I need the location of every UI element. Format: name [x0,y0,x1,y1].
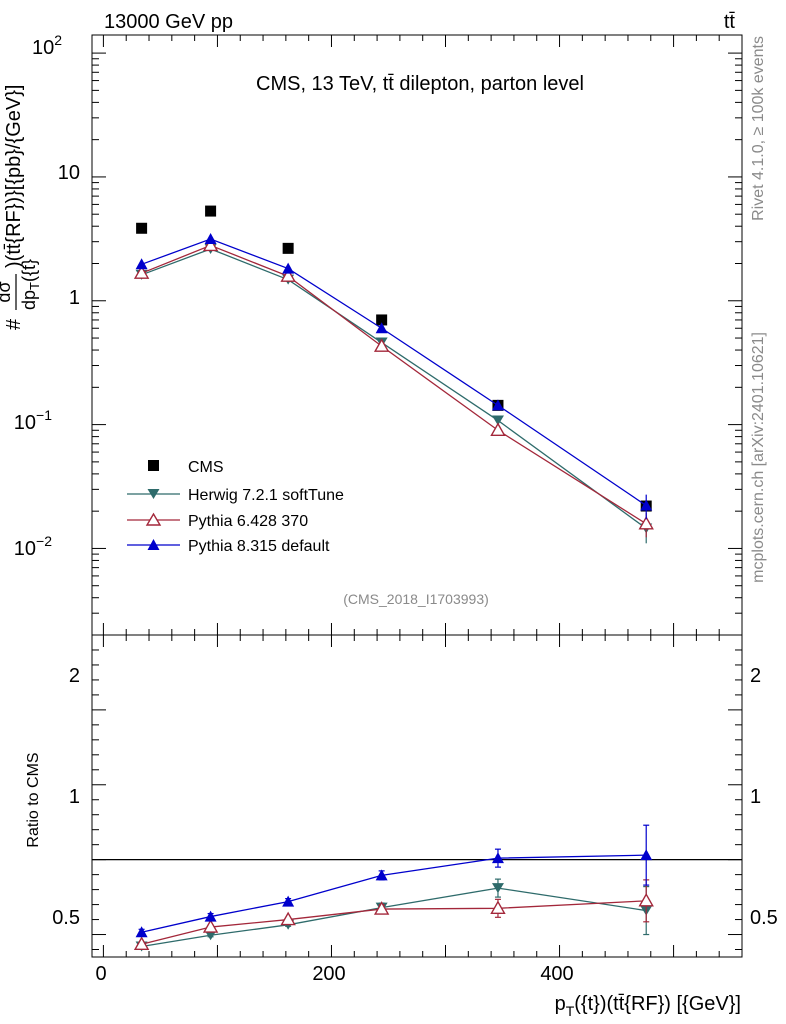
x-tick-label-0: 0 [95,963,106,985]
ratio-line-herwig [141,887,647,948]
ratio-point-pythia6 [373,901,390,915]
point-pythia8 [204,233,217,245]
ratio-point-pythia8 [204,910,217,922]
process-label: tt̄ [724,11,736,33]
ratio-y-tick-label-right-2: 2 [750,665,761,687]
ratio-point-herwig [491,883,504,894]
analysis-id: (CMS_2018_I1703993) [343,591,489,607]
mcplots-label: mcplots.cern.ch [arXiv:2401.10621] [750,332,767,583]
ratio-point-pythia8 [282,895,295,907]
svg-text:dσ: dσ [0,281,14,302]
ratio-point-pythia6 [638,892,654,907]
point-cms [136,222,148,234]
svg-text:#: # [3,318,25,330]
series-line-pythia8 [141,238,647,507]
x-tick-label-400: 400 [540,963,573,985]
ratio-y-axis-label: Ratio to CMS [25,752,42,847]
x-tick-labels: 0 200 400 [95,963,573,985]
x-axis-label: pT({t})(tt̄{RF}) [{GeV}] [555,993,741,1019]
legend-entry-pythia8: Pythia 8.315 default [127,538,330,555]
energy-label: 13000 GeV pp [104,11,233,33]
series-line-pythia6 [141,244,647,525]
ratio-point-herwig [204,930,217,941]
ratio-point-pythia6 [202,919,219,933]
main-y-axis-label: # dσ dpT({t} )(tt̄{RF})}[{pb}/{GeV}] [0,85,42,330]
svg-text:Herwig 7.2.1 softTune: Herwig 7.2.1 softTune [188,487,344,504]
point-cms [205,205,217,217]
ratio-point-pythia8 [135,926,148,938]
main-series-layer [133,205,654,544]
legend-entry-pythia6: Pythia 6.428 370 [127,512,308,530]
legend: CMS Herwig 7.2.1 softTune Pythia 6.428 3… [127,459,344,555]
ratio-y-tick-label-right-1: 1 [750,786,761,808]
ratio-y-tick-label-2: 2 [69,665,80,687]
ratio-y-tick-labels: 0.5 1 2 0.5 1 2 [52,665,778,929]
ratio-point-pythia6 [133,936,150,950]
legend-marker-pythia6 [145,512,162,526]
y-tick-label-0.01: 10−2 [14,533,52,560]
point-pythia6 [133,265,150,279]
y-tick-label-100: 102 [32,32,62,59]
legend-marker-herwig [147,489,160,499]
y-tick-label-1: 1 [69,287,80,309]
svg-text:)(tt̄{RF})}[{pb}/{GeV}]: )(tt̄{RF})}[{pb}/{GeV}] [3,85,25,268]
ratio-plot-frame [91,634,743,958]
point-pythia6 [373,338,390,352]
legend-marker-pythia8 [147,539,160,550]
legend-entry-cms: CMS [148,459,224,476]
svg-text:Pythia 8.315 default: Pythia 8.315 default [188,538,330,555]
svg-text:CMS: CMS [188,459,224,476]
ratio-line-pythia6 [141,900,647,945]
ratio-y-tick-label-right-0.5: 0.5 [750,907,778,929]
ratio-point-pythia8 [491,852,504,864]
axis-ticks [92,35,742,957]
svg-text:dpT({t}: dpT({t} [19,259,42,310]
legend-entry-herwig: Herwig 7.2.1 softTune [127,487,344,504]
x-tick-label-200: 200 [312,963,345,985]
ratio-y-tick-label-1: 1 [69,786,80,808]
point-pythia6 [638,515,654,530]
ratio-line-pythia8 [141,854,647,933]
svg-text:Pythia 6.428 370: Pythia 6.428 370 [188,513,308,530]
point-pythia8 [282,262,295,274]
point-pythia8 [640,499,653,511]
point-pythia6 [202,237,219,252]
chart-title: CMS, 13 TeV, tt̄ dilepton, parton level [256,73,584,95]
point-pythia8 [375,322,388,334]
ratio-point-pythia6 [280,911,296,926]
rivet-label: Rivet 4.1.0, ≥ 100k events [750,36,767,221]
ratio-point-pythia6 [490,900,506,915]
point-pythia6 [490,422,506,436]
y-tick-label-0.1: 10−1 [14,407,52,434]
y-tick-label-10: 10 [58,162,80,184]
ratio-y-tick-label-0.5: 0.5 [52,907,80,929]
legend-marker-cms [148,460,159,471]
point-pythia8 [135,258,148,270]
ratio-series-layer [133,824,654,952]
point-herwig [491,415,504,426]
ratio-point-pythia8 [640,849,653,861]
point-pythia6 [280,268,296,282]
main-y-tick-labels: 102 10 1 10−1 10−2 [14,32,80,560]
point-cms [376,314,388,326]
point-cms [282,242,294,254]
ratio-point-pythia8 [375,869,388,881]
point-pythia8 [491,399,504,411]
